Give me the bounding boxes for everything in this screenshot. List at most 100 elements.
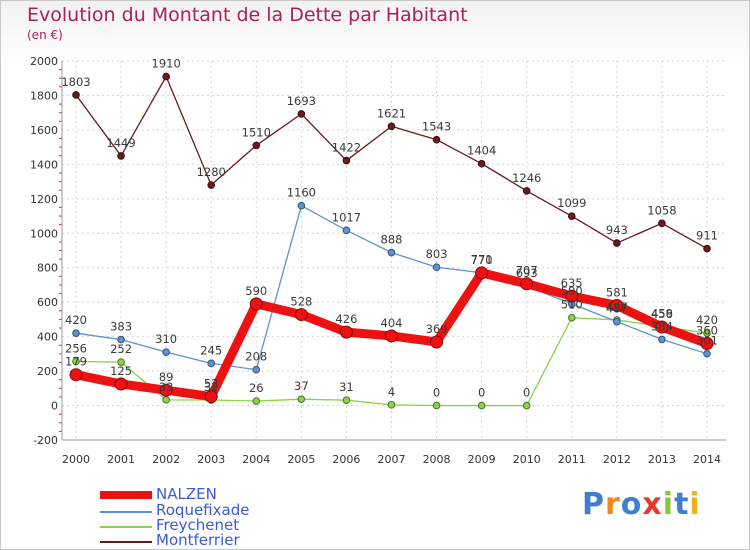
y-tick-label: 2000 (30, 55, 58, 68)
data-point-freychenet (72, 357, 80, 366)
x-tick-label: 2006 (332, 453, 360, 466)
chart-subtitle: (en €) (27, 28, 63, 42)
data-label-freychenet: 420 (696, 313, 718, 327)
data-label-nalzen: 707 (516, 264, 538, 278)
data-point-montferrier (387, 122, 396, 131)
data-point-nalzen (159, 383, 173, 397)
data-label-montferrier: 1621 (377, 106, 406, 120)
x-tick-label: 2014 (693, 453, 721, 466)
legend-label-roquefixade: Roquefixade (156, 501, 250, 519)
data-label-montferrier: 1058 (647, 203, 676, 217)
data-point-roquefixade (613, 317, 621, 326)
x-tick-label: 2002 (152, 453, 180, 466)
data-label-montferrier: 1693 (287, 94, 316, 108)
data-point-roquefixade (162, 348, 170, 356)
data-point-freychenet (522, 401, 531, 410)
data-point-roquefixade (297, 201, 306, 210)
data-label-freychenet: 252 (110, 342, 132, 356)
data-point-nalzen (565, 289, 579, 303)
legend-label-nalzen: NALZEN (156, 485, 217, 503)
legend-swatch-nalzen (100, 491, 152, 499)
x-tick-label: 2011 (558, 453, 586, 466)
data-point-nalzen (294, 308, 308, 322)
data-label-roquefixade: 888 (381, 233, 403, 247)
y-tick-label: 1600 (30, 124, 58, 137)
data-point-montferrier (703, 244, 711, 253)
data-point-nalzen (385, 329, 398, 343)
data-label-roquefixade: 384 (651, 319, 673, 333)
data-point-montferrier (613, 239, 621, 247)
data-label-nalzen: 179 (65, 355, 87, 369)
x-tick-label: 2003 (197, 453, 225, 466)
data-label-freychenet: 31 (339, 380, 354, 394)
data-point-montferrier (117, 152, 125, 160)
data-point-freychenet (432, 401, 441, 410)
data-label-nalzen: 360 (696, 324, 718, 338)
data-label-nalzen: 426 (335, 312, 357, 326)
x-tick-label: 2000 (62, 453, 90, 466)
data-point-nalzen (610, 298, 624, 312)
data-label-roquefixade: 208 (245, 350, 267, 364)
data-label-nalzen: 590 (245, 284, 267, 298)
y-tick-label: 0 (51, 400, 58, 413)
data-point-roquefixade (387, 248, 396, 257)
data-label-freychenet: 37 (294, 379, 309, 393)
proxiti-logo: Proxiti (582, 487, 701, 522)
logo-letter: r (605, 487, 621, 522)
data-label-roquefixade: 310 (155, 332, 177, 346)
data-point-roquefixade (432, 263, 441, 272)
data-label-freychenet: 497 (606, 300, 628, 314)
x-tick-label: 2004 (242, 453, 270, 466)
data-label-nalzen: 581 (606, 285, 628, 299)
data-label-freychenet: 32 (204, 380, 219, 394)
y-tick-label: 1400 (30, 158, 58, 171)
data-label-freychenet: 33 (159, 380, 174, 394)
data-point-montferrier (72, 91, 80, 99)
data-label-nalzen: 528 (290, 295, 312, 309)
data-point-freychenet (703, 329, 711, 337)
y-tick-label: 600 (37, 296, 58, 309)
data-point-nalzen (114, 377, 128, 391)
data-label-nalzen: 456 (651, 307, 673, 321)
data-point-roquefixade (658, 335, 666, 344)
logo-letter: i (689, 487, 701, 522)
data-label-freychenet: 510 (561, 298, 583, 312)
data-point-freychenet (297, 395, 306, 403)
data-label-nalzen: 404 (381, 316, 403, 330)
data-point-montferrier (252, 141, 261, 150)
data-point-nalzen (700, 337, 714, 351)
data-label-roquefixade: 693 (516, 266, 538, 280)
data-label-montferrier: 1422 (332, 141, 361, 155)
data-label-montferrier: 1543 (422, 120, 451, 134)
data-point-montferrier (522, 187, 531, 195)
x-tick-label: 2013 (648, 453, 676, 466)
data-label-freychenet: 4 (388, 385, 395, 399)
data-label-montferrier: 1280 (197, 165, 226, 179)
axes-layer: -200020040060080010001200140016001800200… (30, 55, 726, 466)
data-point-montferrier (342, 156, 351, 165)
data-point-nalzen (430, 335, 444, 349)
x-tick-label: 2008 (423, 453, 451, 466)
x-tick-label: 2010 (513, 453, 541, 466)
data-label-montferrier: 1803 (61, 75, 90, 89)
y-tick-label: 1000 (30, 227, 58, 240)
data-point-freychenet (477, 401, 486, 410)
data-point-montferrier (207, 181, 216, 189)
data-label-freychenet: 0 (478, 386, 485, 400)
data-label-montferrier: 1510 (242, 125, 271, 139)
series-layer (69, 72, 714, 410)
y-tick-label: 800 (37, 262, 58, 275)
data-label-roquefixade: 301 (696, 334, 718, 348)
data-label-freychenet: 256 (65, 341, 87, 355)
data-label-montferrier: 1449 (106, 136, 135, 150)
data-label-montferrier: 1246 (512, 171, 541, 185)
data-point-montferrier (658, 219, 666, 228)
data-label-roquefixade: 487 (606, 302, 628, 316)
x-tick-label: 2007 (378, 453, 406, 466)
data-label-roquefixade: 420 (65, 313, 87, 327)
data-point-montferrier (162, 72, 170, 81)
data-point-nalzen (475, 266, 489, 280)
legend-label-freychenet: Freychenet (156, 516, 240, 534)
x-tick-label: 2001 (107, 453, 135, 466)
